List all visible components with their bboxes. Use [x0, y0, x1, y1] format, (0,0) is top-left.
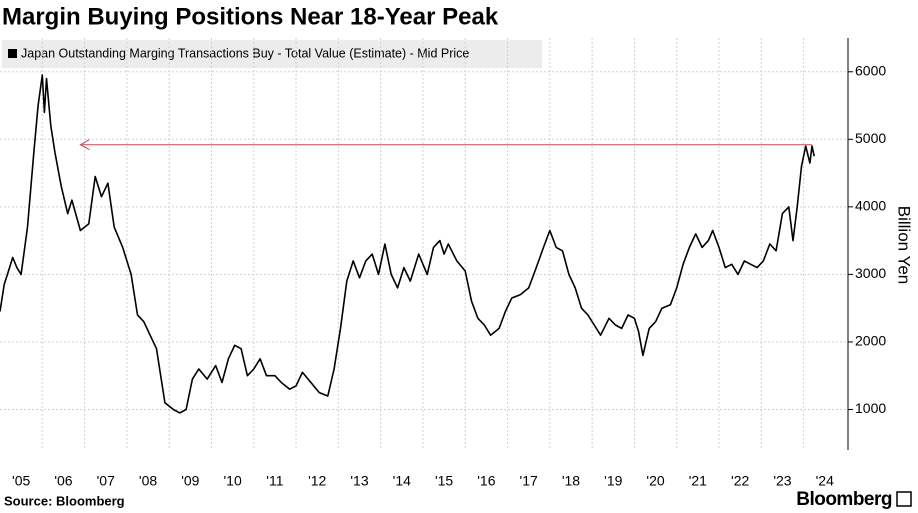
x-tick-label: '06	[54, 473, 72, 489]
x-tick-label: '13	[350, 473, 368, 489]
x-tick-label: '15	[435, 473, 453, 489]
series-line	[0, 74, 815, 414]
x-tick-label: '18	[562, 473, 580, 489]
x-tick-label: '07	[97, 473, 115, 489]
x-tick-label: '23	[773, 473, 791, 489]
x-tick-label: '10	[223, 473, 241, 489]
y-tick-label: 6000	[855, 62, 886, 78]
x-tick-label: '09	[181, 473, 199, 489]
y-axis-label: Billion Yen	[895, 206, 914, 284]
y-tick-label: 5000	[855, 130, 886, 146]
x-tick-label: '19	[604, 473, 622, 489]
x-tick-label: '05	[12, 473, 30, 489]
y-tick-label: 4000	[855, 198, 886, 214]
legend-swatch	[8, 49, 17, 58]
x-tick-label: '12	[308, 473, 326, 489]
x-tick-label: '22	[731, 473, 749, 489]
y-tick-label: 2000	[855, 333, 886, 349]
x-tick-label: '24	[816, 473, 834, 489]
reference-arrowhead	[79, 139, 90, 151]
x-tick-label: '14	[393, 473, 411, 489]
y-tick-label: 3000	[855, 265, 886, 281]
y-tick-label: 1000	[855, 400, 886, 416]
logo-icon	[896, 491, 912, 507]
x-tick-label: '16	[477, 473, 495, 489]
x-tick-label: '08	[139, 473, 157, 489]
x-tick-label: '11	[266, 473, 283, 489]
source: Source: Bloomberg	[4, 493, 125, 508]
legend-box	[2, 40, 542, 68]
x-tick-label: '17	[520, 473, 538, 489]
logo: Bloomberg	[796, 489, 892, 510]
x-tick-label: '21	[689, 473, 707, 489]
x-tick-label: '20	[646, 473, 664, 489]
legend-label: Japan Outstanding Marging Transactions B…	[21, 46, 469, 60]
chart-title: Margin Buying Positions Near 18-Year Pea…	[2, 3, 499, 30]
